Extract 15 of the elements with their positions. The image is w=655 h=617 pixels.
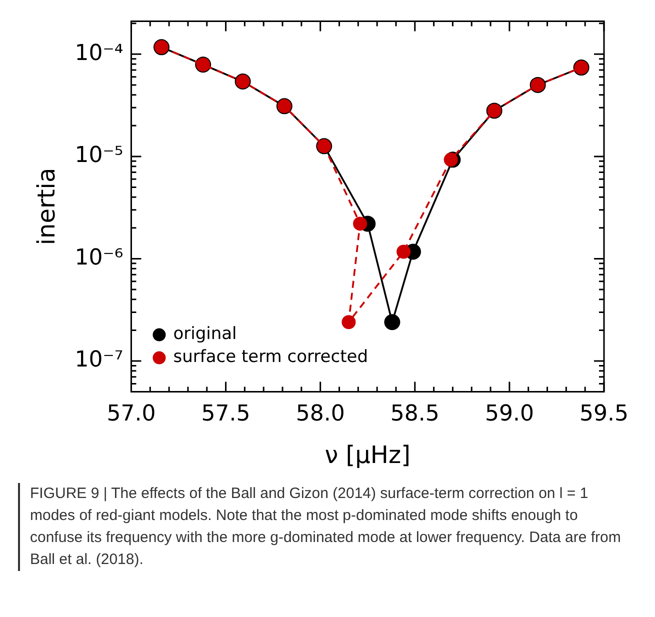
x-tick-label: 59.0 [484, 402, 534, 427]
y-axis-title: inertia [32, 168, 61, 246]
legend-label: original [173, 324, 237, 344]
x-tick-label: 58.5 [390, 402, 440, 427]
y-tick-label: 10⁻⁶ [74, 245, 124, 270]
x-tick-label: 57.0 [106, 402, 156, 427]
x-tick-label: 58.0 [296, 402, 345, 427]
caption: FIGURE 9 | The effects of the Ball and Gizon (2014) surface-term correction on l = 1 modes of red-giant models. Note that the most p-dominated mode shifts enough to confuse its frequency with the more g-dominated mode at lower frequency. Data are from Ball et al. (2018). [30, 484, 622, 570]
x-tick-label: 59.5 [580, 402, 628, 427]
y-tick-label: 10⁻⁷ [74, 348, 124, 373]
x-tick-label: 57.5 [201, 402, 250, 427]
y-tick-label: 10⁻⁵ [74, 143, 124, 168]
y-tick-label: 10⁻⁴ [74, 40, 124, 66]
x-axis-title: ν [μHz] [324, 440, 410, 469]
legend-label: surface term corrected [173, 347, 368, 368]
